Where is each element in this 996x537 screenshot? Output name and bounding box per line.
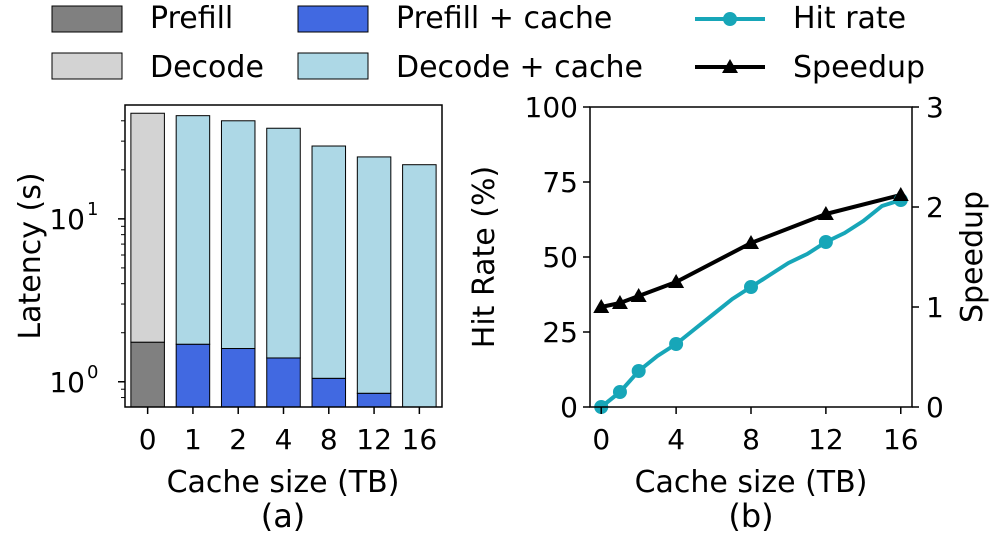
chart-b-caption: (b) [728, 497, 773, 535]
x-tick-label-1: 1 [184, 423, 202, 456]
chart-a-frame [124, 104, 443, 408]
legend-swatch-prefill [51, 5, 123, 33]
x-tick-label-2: 2 [229, 423, 247, 456]
x-tick-label-0: 0 [592, 423, 610, 456]
point-hit-rate-4 [669, 337, 684, 351]
y2-tick-label-2: 2 [926, 191, 944, 224]
point-speedup-0 [593, 299, 610, 313]
y-tick-label-100: 100 [525, 91, 578, 124]
point-speedup-12 [817, 206, 834, 220]
legend-item-prefill: Prefill [51, 1, 233, 36]
bar-decode-cache-4 [266, 127, 301, 359]
bar-prefill-cache-1 [175, 343, 211, 408]
y-tick-label-10: 10 [49, 203, 85, 236]
legend-swatch-decode [51, 52, 123, 80]
point-speedup-1 [611, 295, 628, 309]
chart-b-y-ticks: 0 25 50 75 100 [525, 91, 590, 424]
y-tick-label-25: 25 [542, 316, 578, 349]
bar-decode-0 [130, 112, 165, 343]
x-tick-label-8: 8 [320, 423, 338, 456]
bar-decode-cache-16 [402, 164, 437, 408]
y-tick-label-1: 10 [49, 366, 85, 399]
chart-a-x-label: Cache size (TB) [167, 465, 400, 500]
legend-marker-speedup [722, 59, 738, 73]
chart-b-x-label: Cache size (TB) [635, 465, 868, 500]
bar-prefill-cache-2 [220, 348, 256, 408]
legend-item-prefill-cache: Prefill + cache [297, 1, 612, 36]
legend: Prefill Prefill + cache Hit rate Decode … [51, 1, 925, 85]
point-speedup-8 [743, 235, 759, 249]
y-tick-exponent-10: 1 [87, 199, 98, 220]
bar-decode-cache-8 [311, 145, 347, 379]
chart-a-bars [130, 112, 437, 408]
point-speedup-4 [668, 274, 685, 288]
point-hit-rate-2 [631, 364, 646, 378]
x-tick-label-12: 12 [808, 423, 844, 456]
legend-label-prefill-cache: Prefill + cache [396, 1, 612, 36]
legend-label-prefill: Prefill [150, 1, 233, 36]
x-tick-label-12: 12 [356, 423, 392, 456]
legend-label-decode: Decode [150, 50, 264, 85]
x-tick-label-4: 4 [667, 423, 685, 456]
y2-tick-label-0: 0 [926, 391, 944, 424]
y2-tick-label-3: 3 [926, 91, 944, 124]
line-hit-rate [599, 198, 902, 409]
bar-decode-cache-2 [220, 120, 256, 350]
point-hit-rate-12 [818, 235, 833, 249]
y-tick-label-0: 0 [560, 391, 578, 424]
y-tick-exponent-1: 0 [87, 362, 98, 383]
chart-a-x-ticks: 0 1 2 4 8 12 16 [139, 407, 437, 456]
chart-b-x-ticks: 0 4 8 12 16 [592, 407, 919, 456]
point-hit-rate-8 [744, 280, 758, 294]
chart-a-y-label: Latency (s) [13, 172, 48, 339]
point-hit-rate-1 [612, 385, 627, 399]
x-tick-label-16: 16 [402, 423, 438, 456]
point-speedup-2 [630, 288, 647, 302]
legend-marker-hit-rate [723, 12, 737, 26]
bar-decode-cache-12 [356, 156, 392, 394]
chart-b-y2-label: Speedup [955, 191, 990, 323]
x-tick-label-0: 0 [139, 423, 157, 456]
bar-prefill-0 [130, 341, 165, 408]
chart-b-y-label: Hit Rate (%) [467, 166, 502, 348]
x-tick-label-16: 16 [883, 423, 919, 456]
legend-label-decode-cache: Decode + cache [396, 50, 643, 85]
bar-decode-cache-1 [175, 115, 211, 345]
y-tick-label-50: 50 [542, 241, 578, 274]
point-speedup-16 [892, 187, 909, 201]
chart-b-lines [599, 193, 902, 409]
bar-prefill-cache-4 [266, 357, 301, 408]
chart-b-y2-ticks: 0 1 2 3 [912, 91, 944, 424]
legend-label-hit-rate: Hit rate [793, 1, 906, 36]
chart-a-caption: (a) [261, 497, 306, 535]
legend-item-decode: Decode [51, 50, 264, 85]
legend-item-decode-cache: Decode + cache [297, 50, 643, 85]
y2-tick-label-1: 1 [926, 291, 944, 324]
bar-prefill-cache-8 [311, 377, 347, 408]
legend-label-speedup: Speedup [793, 50, 925, 85]
legend-item-hit-rate: Hit rate [695, 1, 906, 36]
bar-prefill-cache-12 [356, 392, 392, 408]
legend-swatch-prefill-cache [297, 5, 369, 33]
x-tick-label-8: 8 [742, 423, 760, 456]
chart-b-markers [593, 187, 909, 414]
legend-swatch-decode-cache [297, 52, 369, 80]
x-tick-label-4: 4 [275, 423, 293, 456]
y-tick-label-75: 75 [542, 166, 578, 199]
chart-b-frame [589, 106, 913, 408]
legend-item-speedup: Speedup [695, 50, 925, 85]
